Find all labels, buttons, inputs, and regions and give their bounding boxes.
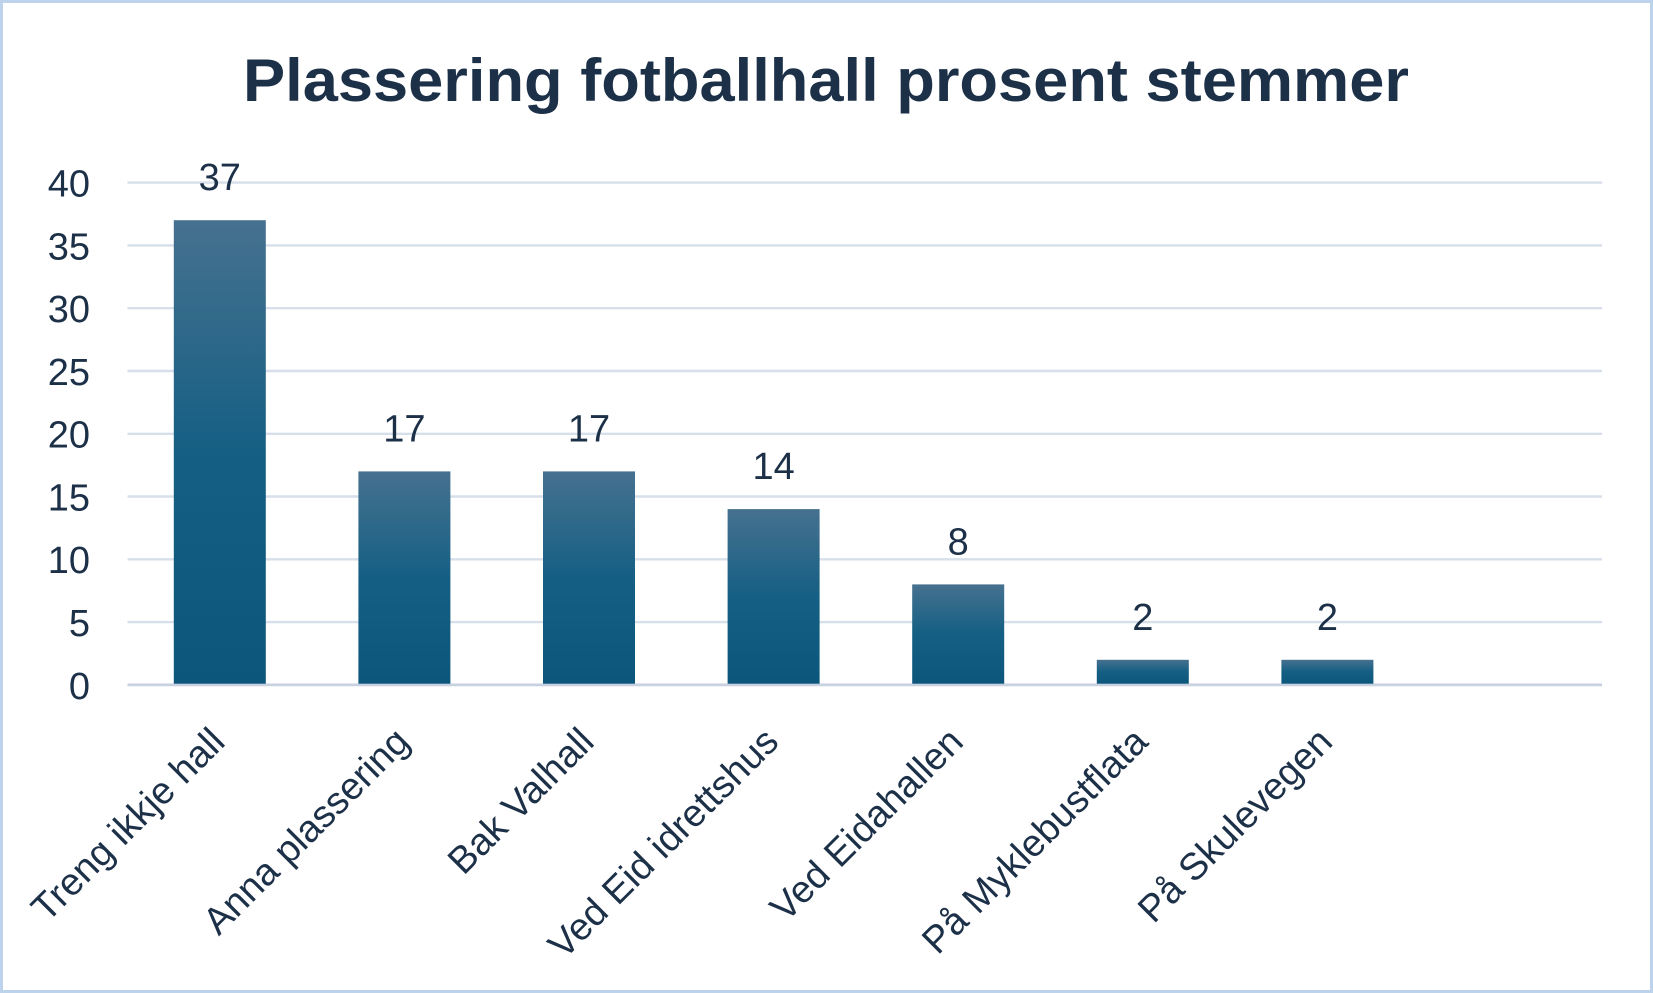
- svg-text:40: 40: [48, 164, 90, 206]
- svg-text:17: 17: [383, 408, 425, 450]
- svg-text:8: 8: [948, 521, 969, 563]
- svg-text:0: 0: [69, 666, 90, 708]
- svg-text:15: 15: [48, 477, 90, 519]
- svg-text:5: 5: [69, 603, 90, 645]
- svg-text:14: 14: [752, 446, 794, 488]
- svg-text:2: 2: [1132, 597, 1153, 639]
- svg-text:37: 37: [199, 157, 241, 199]
- svg-text:35: 35: [48, 226, 90, 268]
- svg-text:10: 10: [48, 540, 90, 582]
- svg-text:30: 30: [48, 289, 90, 331]
- svg-text:2: 2: [1317, 597, 1338, 639]
- svg-text:20: 20: [48, 415, 90, 457]
- svg-text:Plassering fotballhall prosent: Plassering fotballhall prosent stemmer: [243, 47, 1409, 114]
- svg-text:17: 17: [568, 408, 610, 450]
- svg-text:25: 25: [48, 352, 90, 394]
